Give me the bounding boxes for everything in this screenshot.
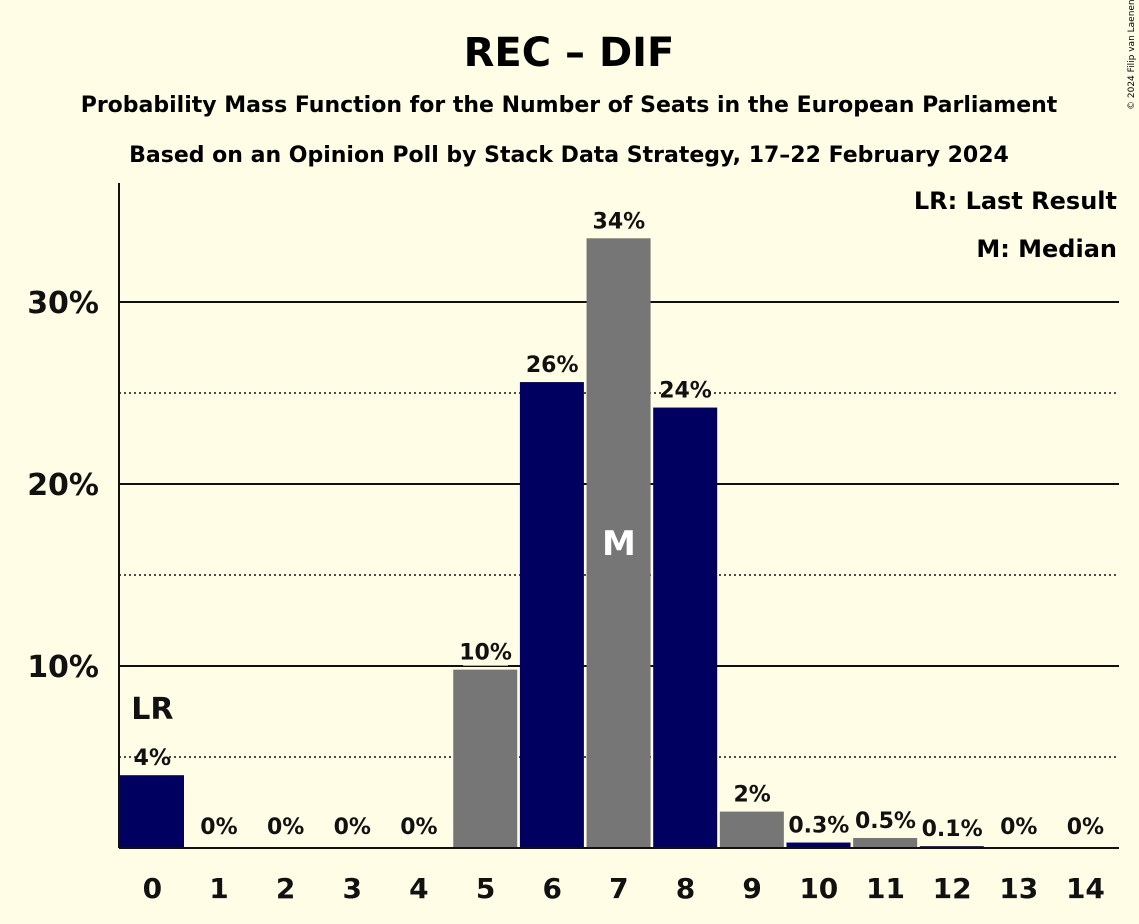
x-tick-label: 5 <box>476 872 495 905</box>
x-tick-label: 14 <box>1066 872 1105 905</box>
data-label-1: 0% <box>200 815 237 840</box>
x-tick-label: 0 <box>143 872 162 905</box>
bar-seat-10 <box>786 842 851 848</box>
data-label-background <box>269 814 302 840</box>
x-tick-label: 1 <box>209 872 228 905</box>
data-label-9: 2% <box>733 783 770 808</box>
copyright-text: © 2024 Filip van Laenen <box>1127 0 1137 110</box>
bars <box>120 238 984 849</box>
bar-seat-5 <box>453 669 518 848</box>
chart-subtitle-source: Based on an Opinion Poll by Stack Data S… <box>129 143 1009 168</box>
data-label-background <box>1002 814 1035 840</box>
bar-seat-6 <box>519 382 584 848</box>
data-label-background <box>1069 814 1102 840</box>
data-label-3: 0% <box>334 815 371 840</box>
data-label-background <box>529 352 575 379</box>
bar-seat-7 <box>586 238 651 849</box>
data-label-5: 10% <box>459 641 512 666</box>
data-label-background <box>136 745 169 772</box>
x-tick-label: 13 <box>999 872 1038 905</box>
x-tick-label: 11 <box>866 872 905 905</box>
data-label-background <box>736 781 769 808</box>
y-tick-label: 20% <box>27 468 99 503</box>
x-axis: 0 1 2 3 4 5 6 7 8 9 10 11 12 13 14 <box>119 847 1119 905</box>
x-tick-label: 9 <box>742 872 761 905</box>
data-label-background <box>402 814 435 840</box>
chart-title: REC – DIF <box>464 30 675 76</box>
x-tick-label: 10 <box>799 872 838 905</box>
data-label-background <box>663 377 709 404</box>
data-label-0: 4% <box>134 746 171 771</box>
data-label-background <box>336 814 369 840</box>
data-label-2: 0% <box>267 815 304 840</box>
data-label-background <box>856 807 915 834</box>
x-tick-label: 7 <box>609 872 628 905</box>
x-tick-label: 3 <box>343 872 362 905</box>
x-tick-label: 4 <box>409 872 428 905</box>
data-label-background <box>596 208 642 235</box>
data-label-14: 0% <box>1067 815 1104 840</box>
data-label-background <box>463 639 509 666</box>
y-tick-label: 10% <box>27 650 99 685</box>
data-label-8: 24% <box>659 379 712 404</box>
x-tick-label: 8 <box>676 872 695 905</box>
data-label-13: 0% <box>1000 815 1037 840</box>
x-tick-label: 6 <box>542 872 561 905</box>
legend-last-result: LR: Last Result <box>914 187 1117 215</box>
data-label-background <box>202 814 235 840</box>
median-marker: M <box>602 524 636 564</box>
legend-median: M: Median <box>976 235 1117 263</box>
x-tick-label: 2 <box>276 872 295 905</box>
last-result-marker: LR <box>131 692 173 727</box>
data-labels: 4% LR 0% 0% 0% 0% 10% 26% M 34% 24% 2% 0.3% 0.5% 0.1% 0… <box>131 208 1104 843</box>
data-label-background <box>923 816 982 843</box>
bar-seat-11 <box>853 837 918 848</box>
y-tick-label: 30% <box>27 286 99 321</box>
data-label-12: 0.1% <box>922 817 983 842</box>
x-tick-label: 12 <box>933 872 972 905</box>
data-label-10: 0.3% <box>788 814 849 839</box>
bar-seat-8 <box>653 407 718 848</box>
data-label-11: 0.5% <box>855 809 916 834</box>
y-axis: 10% 20% 30% <box>27 183 120 848</box>
bar-seat-0 <box>120 775 184 848</box>
data-label-7: 34% <box>593 209 646 234</box>
data-label-4: 0% <box>400 815 437 840</box>
data-label-background <box>789 812 848 839</box>
chart-subtitle: Probability Mass Function for the Number… <box>81 93 1058 118</box>
data-label-6: 26% <box>526 353 579 378</box>
bar-seat-9 <box>719 811 784 848</box>
